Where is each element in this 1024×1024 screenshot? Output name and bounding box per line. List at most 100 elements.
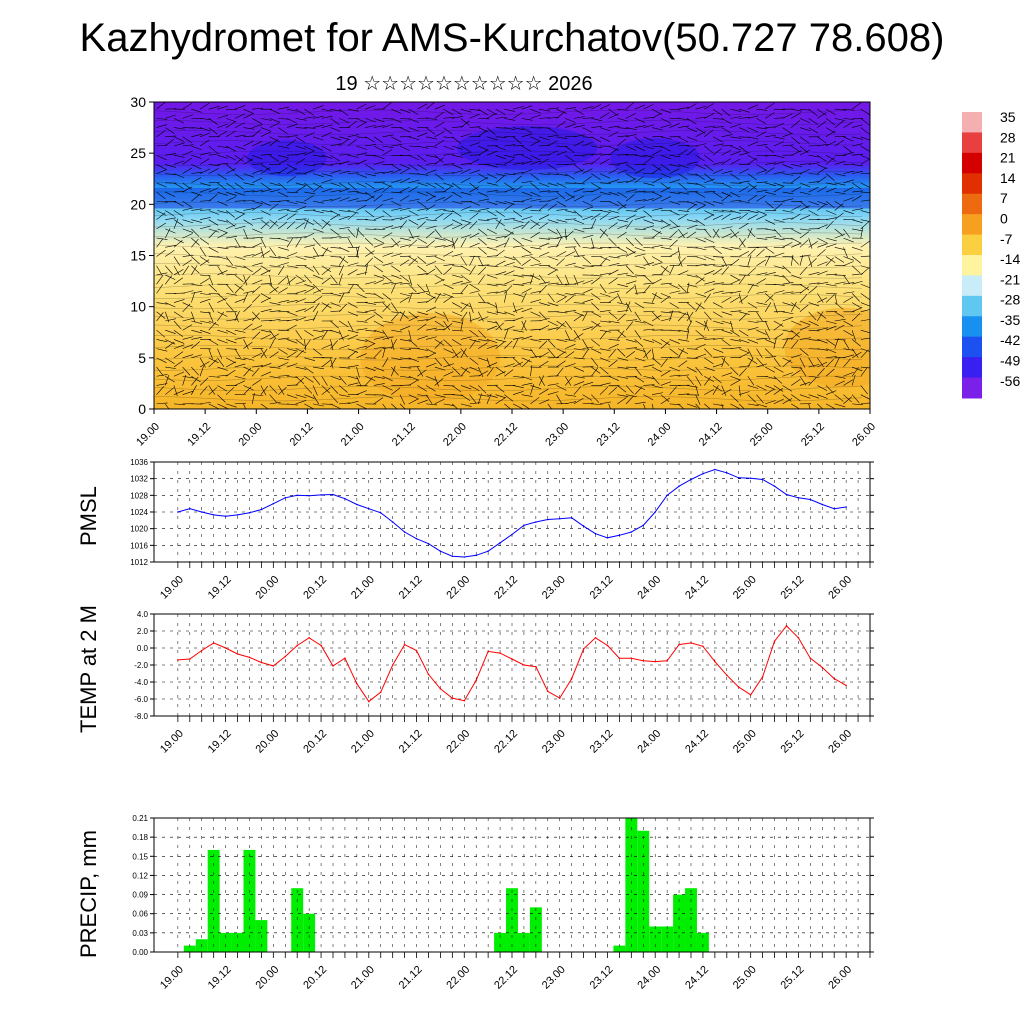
wind-barb bbox=[512, 162, 524, 165]
wind-barb bbox=[382, 346, 394, 349]
wind-barb bbox=[469, 265, 476, 276]
wind-barb bbox=[512, 112, 523, 119]
wind-barb bbox=[617, 330, 625, 340]
wind-barb bbox=[443, 263, 455, 267]
wind-barb bbox=[321, 220, 330, 230]
data-point bbox=[678, 485, 680, 487]
wind-barb bbox=[217, 210, 229, 214]
wind-barb bbox=[686, 320, 693, 331]
x-tick-label: 24.12 bbox=[683, 964, 711, 992]
wind-barb bbox=[791, 205, 802, 211]
wind-barb bbox=[852, 273, 864, 276]
wind-barb bbox=[643, 349, 652, 359]
wind-barb bbox=[339, 160, 350, 165]
wind-barb bbox=[486, 357, 491, 369]
wind-barb bbox=[756, 237, 768, 240]
wind-barb bbox=[721, 149, 732, 156]
wind-barb bbox=[199, 158, 210, 165]
wind-barb bbox=[321, 210, 333, 213]
wind-barb bbox=[330, 283, 342, 286]
data-point bbox=[833, 507, 835, 510]
wind-barb bbox=[234, 256, 246, 261]
wind-barb bbox=[626, 347, 638, 349]
wind-barb bbox=[756, 357, 765, 367]
wind-barb bbox=[756, 302, 768, 306]
colorbar-swatch bbox=[962, 193, 982, 215]
wind-barb bbox=[860, 367, 868, 377]
wind-barb bbox=[243, 182, 255, 186]
wind-barb bbox=[773, 385, 784, 392]
wind-barb bbox=[834, 247, 846, 251]
wind-barb bbox=[712, 268, 723, 276]
x-tick-label: 22.00 bbox=[444, 964, 472, 992]
wind-barb bbox=[704, 246, 716, 248]
wind-barb bbox=[869, 329, 870, 331]
wind-barb bbox=[651, 357, 661, 366]
wind-barb bbox=[278, 329, 290, 332]
wind-barb bbox=[408, 235, 420, 239]
data-point bbox=[523, 664, 525, 666]
wind-barb bbox=[782, 242, 793, 248]
wind-barb bbox=[712, 363, 724, 368]
wind-barb bbox=[747, 283, 759, 287]
wind-barb bbox=[677, 228, 685, 238]
wind-barb bbox=[382, 403, 387, 409]
wind-barb bbox=[182, 201, 193, 208]
wind-barb bbox=[712, 200, 724, 205]
wind-barb bbox=[512, 274, 524, 278]
wind-barb bbox=[312, 295, 323, 303]
wind-barb bbox=[356, 228, 365, 237]
data-point bbox=[547, 518, 549, 521]
wind-barb bbox=[721, 127, 732, 134]
wind-barb bbox=[573, 314, 584, 322]
wind-barb bbox=[591, 339, 601, 347]
wind-barb bbox=[286, 135, 298, 138]
wind-barb bbox=[539, 108, 550, 112]
wind-barb bbox=[721, 170, 733, 174]
wind-barb bbox=[234, 225, 246, 230]
wind-barb bbox=[425, 268, 436, 276]
wind-barb bbox=[817, 243, 828, 248]
wind-barb bbox=[338, 303, 347, 312]
wind-barb bbox=[260, 308, 272, 313]
wind-barb bbox=[608, 191, 620, 196]
wind-barb bbox=[530, 273, 534, 285]
wind-barb bbox=[660, 182, 670, 190]
wind-barb bbox=[356, 283, 365, 293]
wind-barb bbox=[217, 357, 225, 367]
wind-barb bbox=[738, 222, 749, 230]
isoline bbox=[154, 109, 863, 115]
wind-barb bbox=[747, 173, 757, 181]
wind-barb bbox=[660, 124, 672, 128]
wind-barb bbox=[764, 201, 774, 209]
wind-barb bbox=[347, 320, 354, 331]
wind-barb bbox=[477, 366, 484, 378]
y-tick-label: 0.00 bbox=[132, 948, 148, 957]
wind-barb bbox=[295, 108, 306, 115]
wind-barb bbox=[356, 265, 368, 267]
wind-barb bbox=[365, 144, 377, 147]
wind-barb bbox=[660, 295, 670, 303]
wind-barb bbox=[617, 135, 629, 138]
wind-barb bbox=[173, 385, 178, 397]
x-tick-label: 22.12 bbox=[492, 964, 520, 992]
wind-barb bbox=[399, 220, 408, 230]
wind-barb bbox=[591, 322, 600, 331]
wind-barb bbox=[295, 118, 307, 121]
wind-barb bbox=[573, 140, 584, 147]
wind-barb bbox=[851, 256, 862, 264]
wind-barb bbox=[260, 164, 271, 171]
wind-barb bbox=[417, 145, 429, 149]
wind-barb bbox=[669, 168, 680, 174]
wind-barb bbox=[651, 167, 662, 174]
wind-barb bbox=[269, 274, 272, 286]
wind-barb bbox=[695, 302, 702, 312]
wind-barb bbox=[321, 330, 328, 340]
wind-barb bbox=[208, 187, 219, 193]
wind-barb bbox=[199, 127, 211, 132]
wind-barb bbox=[434, 328, 446, 331]
wind-barb bbox=[591, 293, 601, 300]
wind-barb bbox=[208, 105, 220, 110]
wind-barb bbox=[312, 105, 324, 110]
isoline bbox=[154, 396, 863, 402]
